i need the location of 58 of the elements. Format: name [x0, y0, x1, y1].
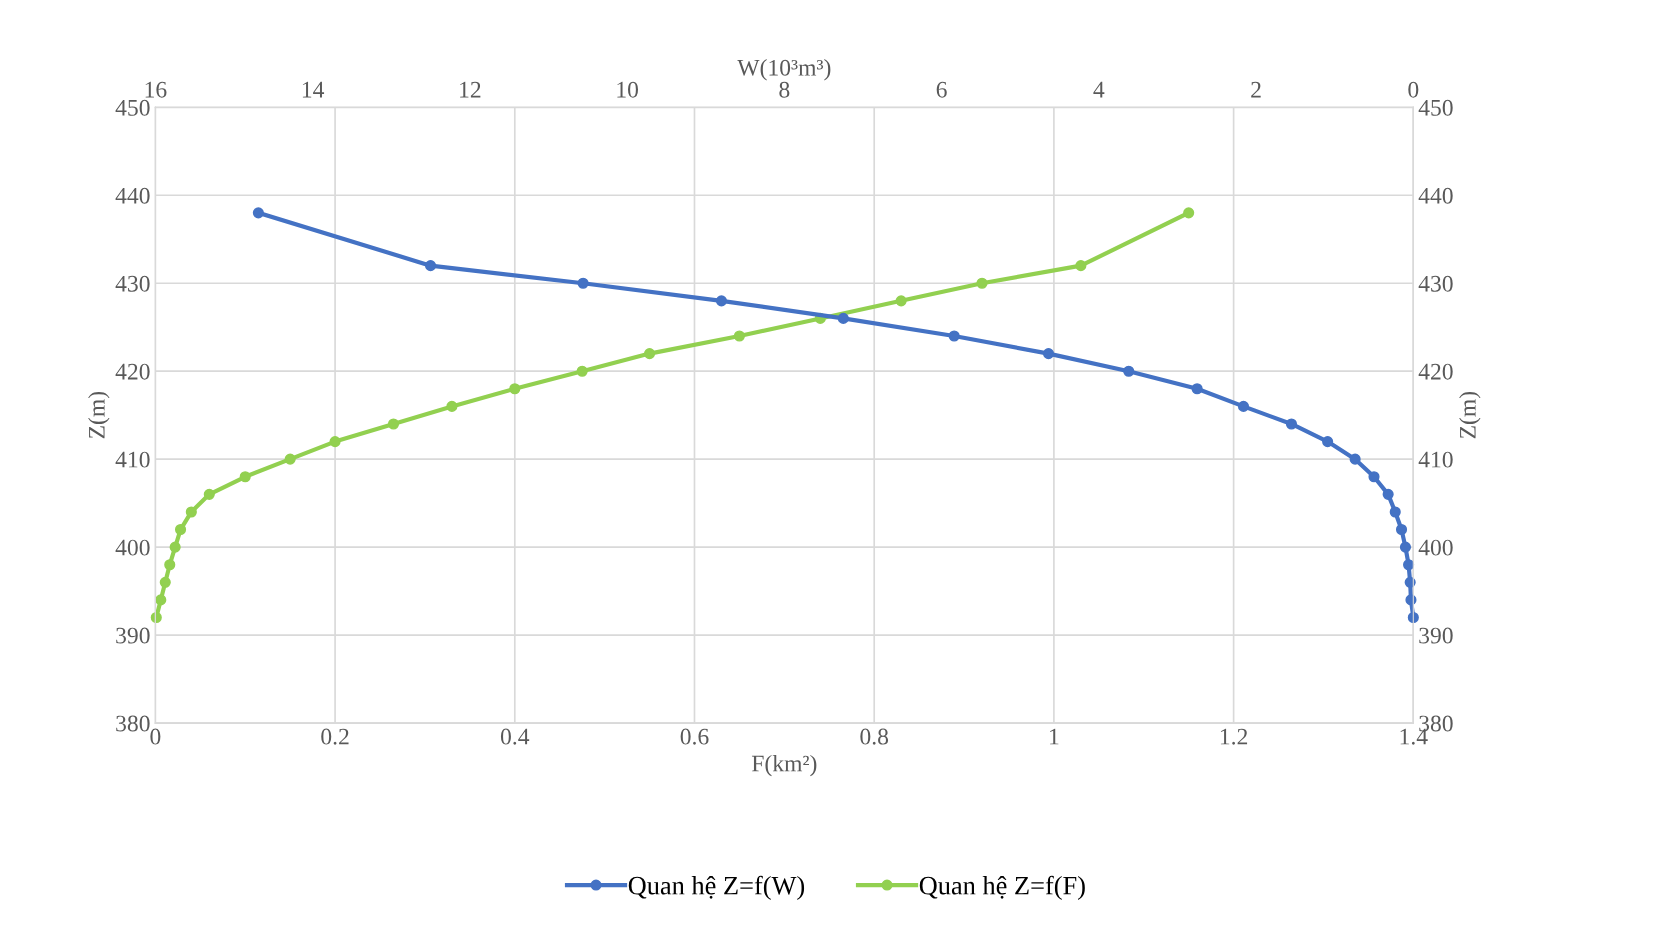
- point: [159, 576, 171, 588]
- point: [150, 611, 162, 624]
- x2-tick-label: 2: [1251, 81, 1261, 98]
- x2-tick-label: 0: [1408, 81, 1419, 98]
- point: [509, 383, 521, 395]
- y-tick-label: 390: [116, 627, 150, 644]
- x-tick-label: 0: [150, 728, 161, 745]
- x-axis-title: F(km²): [751, 754, 817, 777]
- point: [239, 471, 251, 483]
- point: [1183, 207, 1195, 219]
- x2-tick-label: 10: [617, 81, 639, 98]
- point: [576, 365, 588, 377]
- x2-tick-label: 16: [145, 81, 167, 98]
- x-tick-label: 0.6: [680, 728, 709, 745]
- point: [644, 348, 656, 360]
- y2-tick-label: 410: [1418, 451, 1453, 468]
- x-tick-label: 1: [1050, 728, 1059, 745]
- point: [174, 523, 187, 536]
- y2-axis-title: Z(m): [1459, 391, 1481, 439]
- x2-tick-label: 4: [1093, 81, 1105, 98]
- point: [164, 559, 176, 571]
- legend-label: Quan hệ Z=f(W): [628, 875, 805, 900]
- point: [155, 594, 167, 606]
- point: [284, 453, 296, 465]
- point: [1075, 260, 1087, 272]
- point: [387, 418, 400, 430]
- y2-tick-label: 430: [1418, 275, 1453, 292]
- x-tick-label: 0.2: [321, 728, 349, 745]
- x-tick-label: 0.8: [860, 728, 889, 745]
- y2-tick-label: 420: [1418, 363, 1453, 380]
- y-tick-label: 400: [115, 539, 150, 556]
- x-tick-label: 0.4: [500, 728, 530, 745]
- point: [329, 436, 341, 448]
- point: [446, 400, 458, 412]
- x2-tick-label: 6: [936, 81, 947, 98]
- y-tick-label: 420: [115, 363, 150, 380]
- point: [733, 330, 745, 342]
- point: [895, 295, 907, 307]
- y2-tick-label: 440: [1418, 187, 1453, 204]
- x-tick-label: 1.2: [1220, 728, 1248, 745]
- x2-tick-label: 8: [779, 81, 790, 98]
- x2-axis-title: W(10³m³): [737, 59, 831, 81]
- y2-tick-label: 390: [1419, 627, 1453, 644]
- x2-tick-label: 12: [460, 81, 481, 98]
- y-tick-label: 440: [115, 187, 150, 204]
- y-tick-label: 380: [116, 715, 150, 732]
- point: [185, 506, 197, 518]
- y-tick-label: 430: [115, 275, 150, 292]
- y-tick-label: 450: [115, 99, 150, 116]
- point: [169, 541, 181, 553]
- y2-tick-label: 450: [1418, 99, 1453, 116]
- y2-tick-label: 400: [1418, 539, 1453, 556]
- x2-tick-label: 14: [302, 81, 325, 98]
- point: [976, 277, 988, 289]
- y-tick-label: 410: [115, 451, 150, 468]
- point: [203, 488, 215, 500]
- y-axis-title: Z(m): [88, 391, 110, 439]
- legend-label: Quan hệ Z=f(F): [919, 875, 1085, 900]
